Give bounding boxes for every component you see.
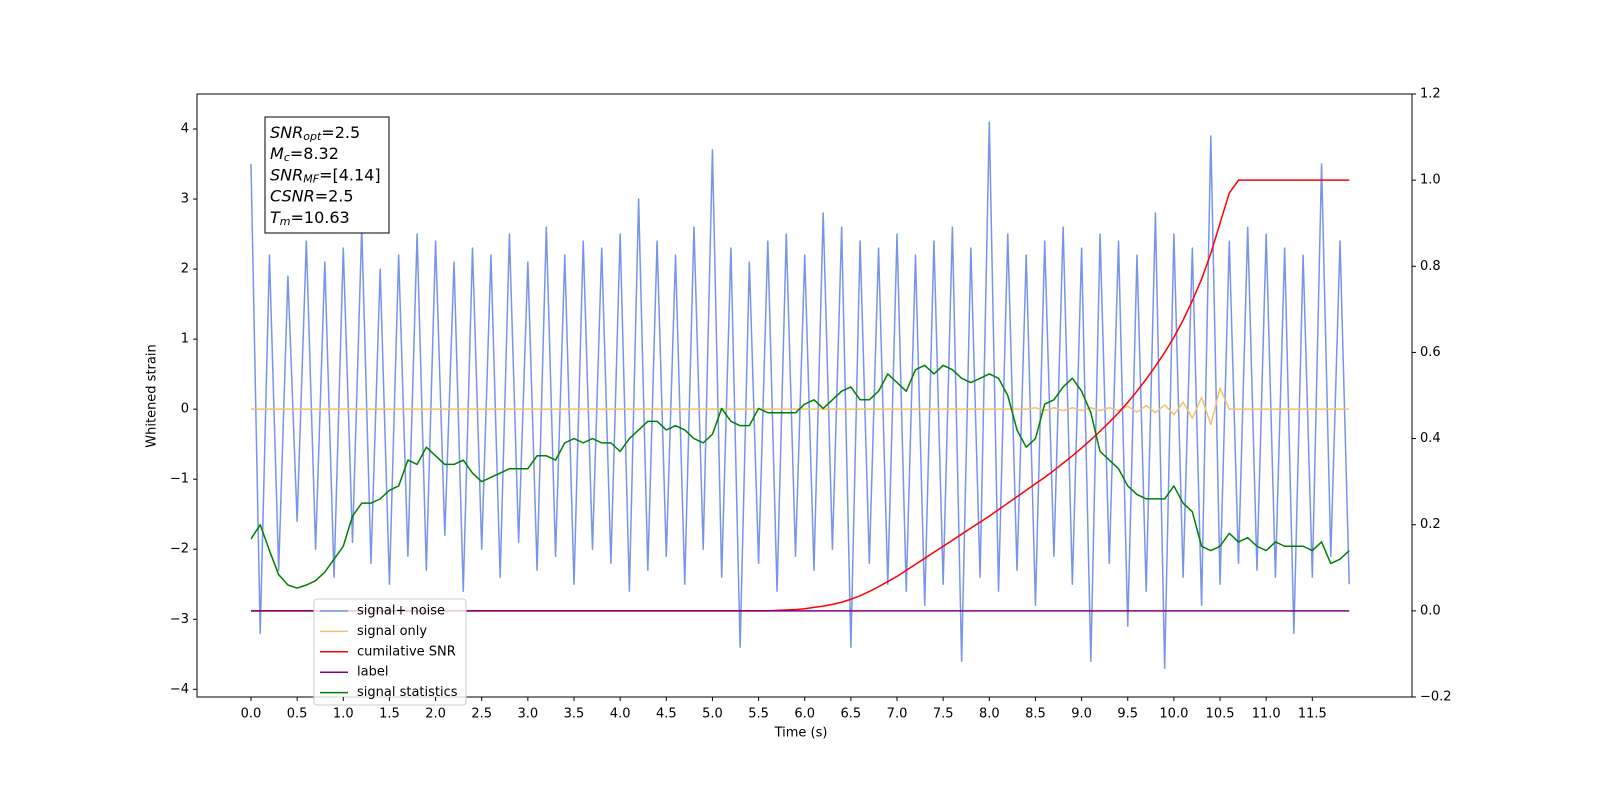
legend-label: label xyxy=(357,665,388,680)
x-tick-label: 7.5 xyxy=(933,707,954,722)
x-tick-label: 3.5 xyxy=(564,707,585,722)
x-tick-label: 1.5 xyxy=(379,707,400,722)
series-line xyxy=(250,121,1350,670)
y-tick-label: −1 xyxy=(170,472,189,487)
annotation-line: Tm=10.63 xyxy=(270,207,350,228)
annotation-subscript: MF xyxy=(303,172,319,185)
y2-tick-label: 1.0 xyxy=(1420,173,1441,188)
x-tick-label: 0.0 xyxy=(241,707,262,722)
x-tick-label: 9.5 xyxy=(1117,707,1138,722)
annotation-text: =10.63 xyxy=(291,207,350,226)
x-tick-label: 11.5 xyxy=(1298,707,1327,722)
y2-tick-label: −0.2 xyxy=(1420,690,1452,705)
y2-tick-label: 1.2 xyxy=(1420,87,1441,102)
y-tick-label: −4 xyxy=(170,682,189,697)
y-tick-label: 2 xyxy=(181,262,189,277)
legend-label: signal only xyxy=(357,624,427,639)
annotation-symbol: CSNR xyxy=(270,186,315,205)
x-tick-label: 8.0 xyxy=(979,707,1000,722)
x-tick-label: 10.5 xyxy=(1206,707,1235,722)
y2-tick-label: 0.4 xyxy=(1420,431,1441,446)
annotation-subscript: m xyxy=(280,215,291,228)
y-axis-label: Whitened strain xyxy=(145,344,160,447)
annotation-text: =8.32 xyxy=(290,144,339,163)
y-tick-label: 3 xyxy=(181,192,189,207)
annotation-line: SNRMF=[4.14] xyxy=(270,165,381,186)
series-line xyxy=(250,364,1350,589)
y2-tick-label: 0.8 xyxy=(1420,259,1441,274)
x-tick-label: 1.0 xyxy=(333,707,354,722)
x-tick-label: 2.5 xyxy=(471,707,492,722)
annotation-line: Mc=8.32 xyxy=(270,144,339,165)
x-tick-label: 9.0 xyxy=(1071,707,1092,722)
legend-label: signal statistics xyxy=(357,685,458,700)
annotation-text: =2.5 xyxy=(321,123,360,142)
annotation-text: =2.5 xyxy=(315,186,354,205)
legend-frame xyxy=(313,598,467,706)
x-tick-label: 11.0 xyxy=(1252,707,1281,722)
x-tick-label: 0.5 xyxy=(287,707,308,722)
y2-tick-label: 0.2 xyxy=(1420,517,1441,532)
legend-label: signal+ noise xyxy=(357,604,445,619)
x-tick-label: 5.5 xyxy=(748,707,769,722)
annotation-box: SNRopt=2.5Mc=8.32SNRMF=[4.14]CSNR=2.5Tm=… xyxy=(264,116,390,234)
annotation-line: CSNR=2.5 xyxy=(270,186,354,205)
annotation-symbol: T xyxy=(270,207,281,226)
annotation-frame xyxy=(264,116,390,234)
legend-label: cumilative SNR xyxy=(357,644,456,659)
y2-tick-label: 0.0 xyxy=(1420,603,1441,618)
x-tick-label: 4.0 xyxy=(610,707,631,722)
x-tick-label: 10.0 xyxy=(1159,707,1188,722)
y-tick-label: 0 xyxy=(181,402,189,417)
annotation-line: SNRopt=2.5 xyxy=(270,123,360,144)
x-tick-label: 3.0 xyxy=(518,707,539,722)
y-tick-label: 4 xyxy=(181,122,189,137)
annotation-subscript: opt xyxy=(303,130,322,143)
annotation-symbol: SNR xyxy=(270,165,303,184)
annotation-symbol: SNR xyxy=(270,123,303,142)
y-tick-label: −3 xyxy=(170,612,189,627)
x-tick-label: 2.0 xyxy=(425,707,446,722)
y-tick-label: 1 xyxy=(181,332,189,347)
x-axis-label: Time (s) xyxy=(774,726,828,741)
x-tick-label: 7.0 xyxy=(887,707,908,722)
legend: signal+ noise signal only cumilative SNR la… xyxy=(313,598,467,706)
x-tick-label: 6.5 xyxy=(841,707,862,722)
y2-tick-label: 0.6 xyxy=(1420,345,1441,360)
x-tick-label: 5.0 xyxy=(702,707,723,722)
y-tick-label: −2 xyxy=(170,542,189,557)
annotation-symbol: M xyxy=(270,144,284,163)
annotation-text: =[4.14] xyxy=(319,165,381,184)
annotation-subscript: c xyxy=(284,151,290,164)
x-tick-label: 6.0 xyxy=(794,707,815,722)
x-tick-label: 4.5 xyxy=(656,707,677,722)
x-tick-label: 8.5 xyxy=(1025,707,1046,722)
